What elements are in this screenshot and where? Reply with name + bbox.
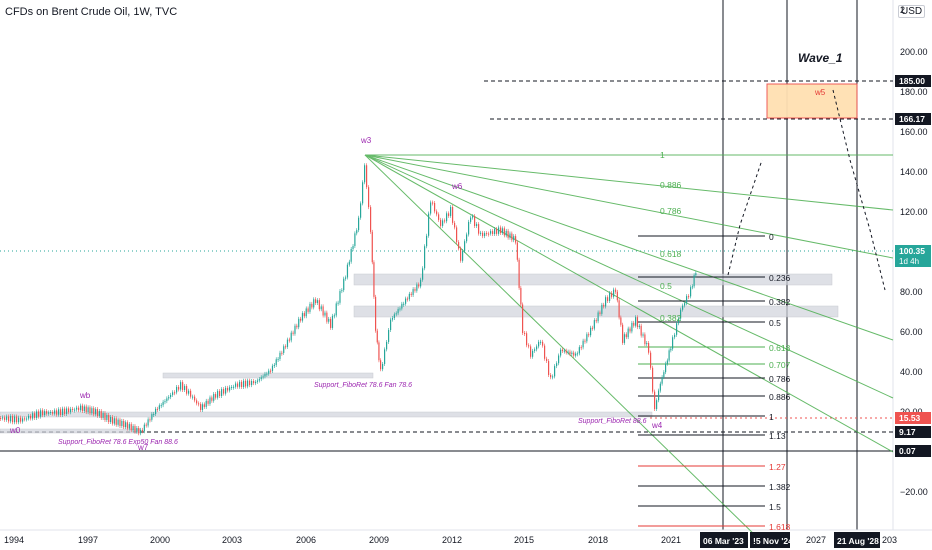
x-axis-label: 2015 [514, 535, 534, 545]
wave-annotations: w3 w4 w5 w7 w0 wb w6 [9, 88, 826, 452]
fib-ret-label: 0.5 [769, 318, 781, 328]
x-axis-label: 2006 [296, 535, 316, 545]
y-tick-label: 160.00 [900, 127, 928, 137]
date-tag [834, 532, 880, 548]
x-axis-label: 2009 [369, 535, 389, 545]
fib-ret-label: 0.886 [769, 392, 791, 402]
y-tick-label: 140.00 [900, 167, 928, 177]
price-tag [895, 113, 931, 125]
y-tick-label: 180.00 [900, 87, 928, 97]
fib-ret-label: 0.382 [769, 297, 791, 307]
y-tick-label: −20.00 [900, 487, 928, 497]
price-tag-value: 100.35 [899, 246, 925, 256]
price-tag [895, 75, 931, 87]
x-axis-label: 2018 [588, 535, 608, 545]
fan-label: 0.5 [660, 281, 672, 291]
x-axis-label: 203 [882, 535, 897, 545]
fib-ret-label: 1.382 [769, 482, 791, 492]
fib-ret-label: 1 [769, 412, 774, 422]
support-label-1: Support_FiboRet 78.6 Exp50 Fan 88.6 [58, 439, 178, 446]
y-tick-label: 120.00 [900, 207, 928, 217]
price-tag-value: 9.17 [899, 427, 916, 437]
target-zone-box[interactable] [766, 83, 858, 119]
date-tag [700, 532, 748, 548]
wave-w7-label: w7 [137, 443, 149, 452]
wave-wb-label: wb [79, 391, 91, 400]
wave-w4-label: w4 [651, 421, 663, 430]
price-tag [895, 412, 931, 424]
price-tag-value: 166.17 [899, 114, 925, 124]
y-tick-label: 2 [900, 5, 905, 15]
wave-w0-label: w0 [9, 426, 21, 435]
fan-label: 1 [660, 150, 665, 160]
fib-ret-label: 0.618 [769, 343, 791, 353]
wave-w5-label: w5 [814, 88, 826, 97]
fan-label: 0.886 [660, 180, 682, 190]
date-tag-label: !5 Nov '24 [753, 536, 793, 546]
wave-w6-label: w6 [451, 182, 463, 191]
fib-ret-label: 1.5 [769, 502, 781, 512]
support-label-2: Support_FiboRet 78.6 Fan 78.6 [314, 382, 412, 389]
wave-w3-label: w3 [360, 136, 372, 145]
fan-label: 0.786 [660, 206, 682, 216]
currency-button[interactable]: USD [898, 5, 926, 18]
price-tag [895, 245, 931, 267]
fan-label: 0.382 [660, 313, 682, 323]
x-axis-label: 2000 [150, 535, 170, 545]
date-tag-label: 21 Aug '28 [837, 536, 879, 546]
fib-fan[interactable] [364, 154, 894, 541]
fib-ret-label: 0.707 [769, 360, 791, 370]
price-tag-value: 0.07 [899, 446, 916, 456]
x-axis-label: 1994 [4, 535, 24, 545]
y-tick-label: 200.00 [900, 47, 928, 57]
chart-title: CFDs on Brent Crude Oil, 1W, TVC [5, 6, 178, 18]
fib-ret-label: 0 [769, 232, 774, 242]
price-tag-value: 185.00 [899, 76, 925, 86]
fib-ret-label: 0.236 [769, 273, 791, 283]
x-axis-label: 2012 [442, 535, 462, 545]
y-tick-label: 60.00 [900, 327, 923, 337]
date-tag [750, 532, 790, 548]
price-tag-sub: 1d 4h [899, 257, 919, 266]
x-axis-label: 2021 [661, 535, 681, 545]
date-tag-label: 06 Mar '23 [703, 536, 744, 546]
fib-ret-label: 1.13 [769, 431, 786, 441]
y-tick-label: 40.00 [900, 367, 923, 377]
wave-label: Wave_1 [798, 51, 843, 65]
price-tag [895, 426, 931, 438]
x-axis-label: 2027 [806, 535, 826, 545]
x-axis-label: 2003 [222, 535, 242, 545]
price-tag [895, 445, 931, 457]
y-tick-label: 80.00 [900, 287, 923, 297]
fib-ret-label: 1.27 [769, 462, 786, 472]
support-label-3: Support_FiboRet 88.6 [578, 418, 647, 425]
x-axis-label: 1997 [78, 535, 98, 545]
fan-label: 0.618 [660, 249, 682, 259]
price-tag-value: 15.53 [899, 413, 921, 423]
fib-ret-label: 0.786 [769, 374, 791, 384]
fib-ret-label: 1.618 [769, 522, 791, 532]
